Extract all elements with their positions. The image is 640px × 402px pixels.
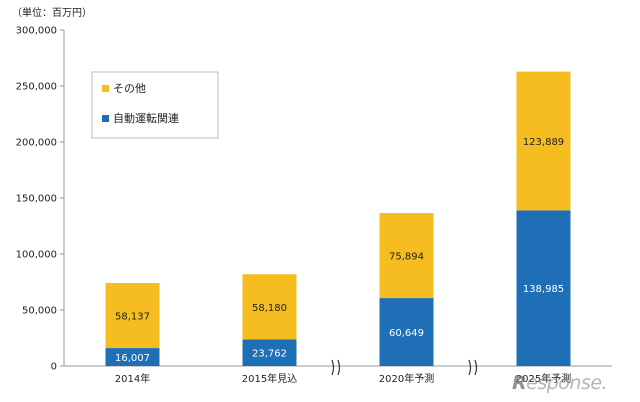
watermark-logo: Response. bbox=[512, 372, 608, 394]
legend-label: その他 bbox=[113, 82, 146, 95]
bar-segment-other bbox=[379, 213, 434, 299]
bar-segment-other bbox=[105, 282, 160, 349]
data-label: 58,180 bbox=[252, 303, 287, 314]
y-tick-label: 200,000 bbox=[16, 138, 57, 149]
data-label: 23,762 bbox=[252, 349, 287, 360]
legend-label: 自動運転関連 bbox=[113, 111, 179, 125]
x-tick-label: 2020年予測 bbox=[379, 372, 434, 385]
y-tick-label: 100,000 bbox=[16, 250, 57, 261]
axis-break-mark bbox=[331, 359, 335, 376]
y-tick-label: 150,000 bbox=[16, 194, 57, 205]
bar-segment-other bbox=[516, 71, 571, 211]
bar-segment-autonomous bbox=[242, 339, 297, 366]
data-label: 138,985 bbox=[523, 284, 564, 295]
axis-break-mark bbox=[474, 359, 478, 376]
x-tick-label: 2015年見込 bbox=[242, 372, 297, 385]
y-tick-label: 50,000 bbox=[22, 306, 57, 317]
data-label: 60,649 bbox=[389, 328, 424, 339]
y-tick-label: 250,000 bbox=[16, 82, 57, 93]
legend-swatch bbox=[102, 85, 109, 92]
bar-segment-autonomous bbox=[516, 210, 571, 366]
axis-break-mark bbox=[468, 359, 472, 376]
data-label: 16,007 bbox=[115, 353, 150, 364]
data-label: 123,889 bbox=[523, 137, 564, 148]
bar-segment-autonomous bbox=[105, 348, 160, 366]
legend-box bbox=[91, 71, 219, 139]
legend-swatch bbox=[102, 115, 109, 122]
x-tick-label: 2014年 bbox=[115, 372, 150, 385]
axis-break-mark bbox=[337, 359, 341, 376]
data-label: 58,137 bbox=[115, 312, 150, 323]
bar-segment-other bbox=[242, 274, 297, 340]
x-tick-label: 2025年予測 bbox=[516, 372, 571, 385]
y-tick-label: 0 bbox=[51, 362, 57, 373]
y-tick-label: 300,000 bbox=[16, 26, 57, 37]
data-label: 75,894 bbox=[389, 252, 424, 263]
unit-label: （単位：百万円） bbox=[12, 8, 92, 19]
bar-segment-autonomous bbox=[379, 298, 434, 366]
